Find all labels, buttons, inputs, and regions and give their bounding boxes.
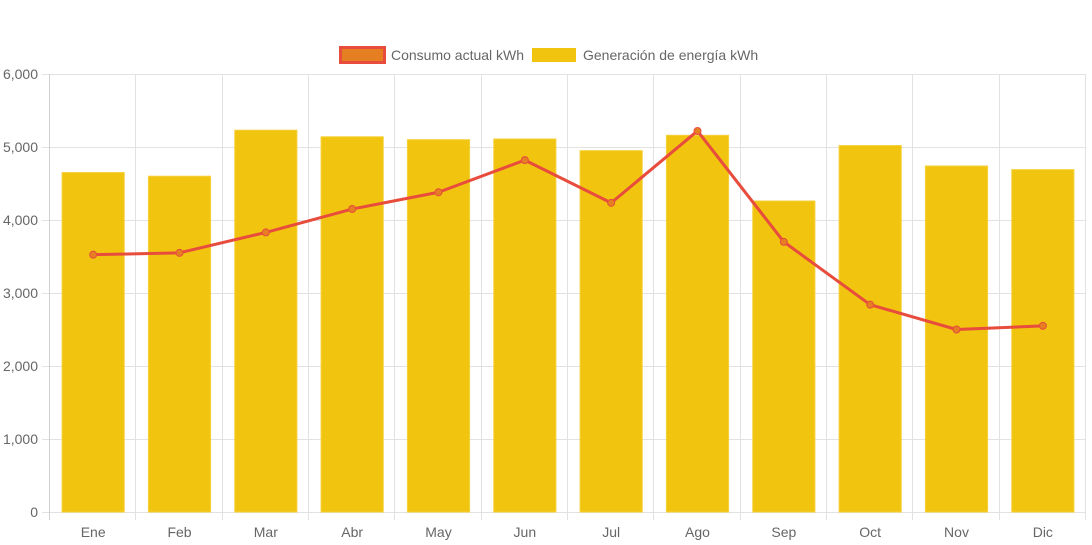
bar-mar[interactable] [234,129,298,513]
bar-oct[interactable] [838,145,902,513]
legend-swatch-consumo [339,46,386,64]
bar-series [61,129,1075,513]
y-tick-label: 2,000 [3,358,38,374]
point-jun[interactable] [520,156,529,165]
x-tick-label: Jul [602,524,620,540]
grid [42,74,1086,520]
x-tick-label: Nov [944,524,969,540]
bar-abr[interactable] [320,136,384,513]
x-tick-label: Sep [771,524,796,540]
y-axis: 0 1,000 2,000 3,000 4,000 5,000 6,000 [3,66,38,520]
point-jul[interactable] [607,198,616,207]
point-dic[interactable] [1038,321,1047,330]
point-sep[interactable] [779,237,788,246]
x-axis: Ene Feb Mar Abr May Jun Jul Ago Sep Oct Nov Dic [81,524,1053,540]
point-oct[interactable] [866,300,875,309]
y-tick-label: 0 [30,504,38,520]
x-tick-label: Dic [1033,524,1053,540]
legend-label-generacion: Generación de energía kWh [583,47,758,63]
x-tick-label: May [425,524,451,540]
bar-jul[interactable] [579,150,643,513]
bar-ene[interactable] [61,172,125,513]
bar-dic[interactable] [1011,169,1075,513]
x-tick-label: Ago [685,524,710,540]
point-nov[interactable] [952,325,961,334]
x-tick-label: Mar [254,524,278,540]
legend-swatch-generacion [532,48,576,62]
legend: Consumo actual kWh Generación de energía… [339,46,758,64]
point-may[interactable] [434,188,443,197]
y-tick-label: 6,000 [3,66,38,82]
point-feb[interactable] [175,248,184,257]
y-tick-label: 1,000 [3,431,38,447]
x-tick-label: Feb [167,524,191,540]
bar-ago[interactable] [665,134,730,513]
bar-may[interactable] [406,139,471,513]
line-series [89,126,1047,334]
x-tick-label: Abr [341,524,363,540]
bar-feb[interactable] [147,175,212,513]
point-ene[interactable] [89,250,98,259]
legend-item-consumo[interactable]: Consumo actual kWh [339,46,525,64]
y-tick-label: 5,000 [3,139,38,155]
bar-nov[interactable] [924,165,989,513]
legend-item-generacion[interactable]: Generación de energía kWh [532,47,758,63]
x-tick-label: Oct [859,524,881,540]
point-ago[interactable] [693,126,702,135]
point-mar[interactable] [261,228,270,237]
x-tick-label: Jun [514,524,537,540]
bar-sep[interactable] [752,200,816,513]
point-abr[interactable] [348,205,357,214]
bar-jun[interactable] [493,138,557,513]
x-tick-label: Ene [81,524,106,540]
y-tick-label: 3,000 [3,285,38,301]
consumo-line [93,129,1043,331]
y-tick-label: 4,000 [3,212,38,228]
legend-label-consumo: Consumo actual kWh [391,47,524,63]
